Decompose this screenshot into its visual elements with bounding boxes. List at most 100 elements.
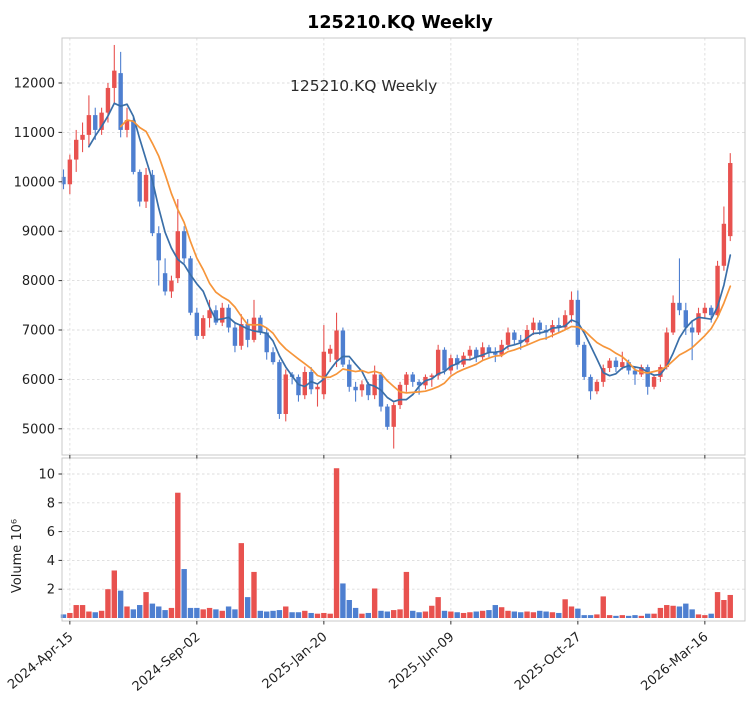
price-tick-label: 7000 (22, 324, 55, 339)
volume-bar (695, 614, 702, 618)
volume-bar (473, 611, 479, 618)
candle-down (347, 364, 352, 387)
candle-down (277, 362, 282, 414)
volume-bar (289, 612, 295, 618)
candle-up (594, 381, 600, 392)
candle-up (321, 351, 327, 395)
candle-up (435, 349, 441, 376)
volume-bar (340, 583, 346, 618)
volume-bar (594, 614, 600, 618)
volume-bar (613, 615, 619, 618)
volume-bar (137, 605, 143, 618)
candle-up (721, 223, 727, 266)
volume-bar (232, 609, 238, 618)
candle-up (658, 367, 663, 377)
volume-bar (251, 571, 257, 618)
x-tick-label: 2024-Sep-02 (130, 630, 204, 695)
volume-axis-title: Volume 10⁶ (10, 519, 25, 593)
candle-up (359, 384, 365, 391)
volume-bar (86, 611, 92, 618)
candle-down (296, 376, 301, 396)
candle-down (689, 327, 695, 333)
candle-down (518, 339, 523, 343)
volume-bar (264, 611, 270, 618)
candle-up (524, 330, 530, 343)
volume-bar (73, 605, 79, 618)
volume-bar (479, 610, 486, 618)
candle-down (474, 349, 479, 358)
panel-borders (61, 37, 746, 622)
candle-up (467, 349, 473, 356)
candle-up (715, 265, 720, 316)
candle-up (607, 360, 612, 369)
candle-down (194, 312, 200, 336)
volume-bar (314, 613, 321, 618)
volume-bar (149, 603, 156, 618)
candle-up (728, 163, 733, 237)
candle-up (639, 367, 644, 375)
volume-bar (124, 606, 130, 618)
candle-down (340, 330, 346, 365)
candle-wicks (62, 44, 731, 449)
candle-down (410, 374, 415, 382)
candle-down (270, 352, 276, 363)
volume-bar (283, 606, 289, 618)
candle-down (162, 273, 168, 292)
candle-up (143, 174, 149, 202)
volume-bar (708, 613, 714, 618)
candle-down (486, 347, 492, 353)
volume-bar (257, 610, 264, 618)
candle-up (283, 374, 288, 414)
price-tick-label: 8000 (22, 274, 55, 289)
candle-down (385, 406, 390, 427)
candle-up (239, 324, 244, 346)
volume-bar (537, 610, 543, 618)
candle-down (677, 302, 682, 311)
candle-down (61, 176, 66, 185)
volume-bar (352, 607, 359, 618)
candle-down (188, 258, 193, 313)
candle-down (455, 358, 460, 365)
volume-bar (556, 612, 562, 618)
volume-bars (60, 468, 733, 618)
candle-up (220, 307, 225, 323)
volume-bar (391, 610, 397, 618)
inner-label-group: 125210.KQ Weekly (290, 77, 437, 95)
candle-up (207, 310, 212, 319)
volume-bar (530, 612, 537, 618)
volume-bar (244, 597, 251, 618)
candle-down (442, 349, 447, 371)
candle-down (181, 231, 187, 259)
candle-up (601, 368, 606, 382)
candle-up (397, 384, 403, 406)
candle-up (169, 280, 174, 292)
candle-down (308, 371, 314, 390)
candle-up (251, 317, 257, 340)
candle-down (582, 344, 587, 377)
volume-bar (378, 610, 384, 618)
volume-bar (143, 592, 149, 618)
volume-bar (422, 611, 429, 618)
volume-tick-label: 2 (47, 583, 55, 598)
volume-bar (511, 611, 518, 618)
candle-up (112, 70, 117, 88)
candle-down (353, 386, 358, 391)
volume-bar (175, 492, 181, 618)
volume-bar (111, 570, 117, 618)
title-group: 125210.KQ Weekly (307, 13, 493, 33)
volume-bar (632, 615, 638, 618)
candle-up (391, 405, 396, 427)
volume-bar (416, 612, 422, 618)
volume-bar (505, 610, 511, 618)
volume-bar (60, 614, 67, 618)
candle-down (118, 73, 123, 130)
candle-down (245, 324, 250, 340)
x-tick-label: 2026-Mar-16 (638, 630, 711, 695)
candle-up (562, 315, 568, 328)
volume-bar (200, 609, 206, 618)
volume-bar (702, 615, 708, 618)
candle-up (696, 313, 701, 333)
volume-bar (321, 612, 327, 618)
candle-up (664, 332, 669, 368)
volume-bar (676, 606, 683, 618)
